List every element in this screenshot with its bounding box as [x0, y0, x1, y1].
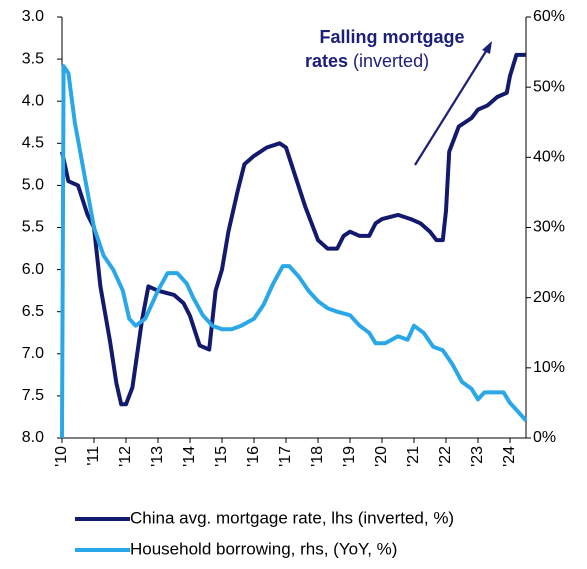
x-tick-label: '15	[213, 446, 230, 467]
annotation-line1: Falling mortgage	[319, 27, 464, 47]
annotation-normal: (inverted)	[353, 51, 429, 71]
x-tick-label: '21	[405, 446, 422, 467]
y-tick-label: 6.0	[22, 261, 44, 278]
x-tick-label: '11	[85, 446, 102, 466]
y2-tick-label: 30%	[533, 219, 565, 236]
x-tick-label: '19	[341, 446, 358, 467]
x-tick-label: '18	[309, 446, 326, 467]
x-tick-label: '20	[373, 446, 390, 467]
arrow-head	[482, 41, 492, 54]
annotation-line2: rates (inverted)	[305, 51, 429, 71]
y2-tick-label: 0%	[533, 429, 556, 446]
x-tick-label: '22	[437, 446, 454, 467]
y-tick-label: 4.0	[22, 92, 44, 109]
x-tick-label: '17	[277, 446, 294, 467]
y2-tick-label: 20%	[533, 289, 565, 306]
y-tick-label: 3.5	[22, 50, 44, 67]
y2-tick-label: 10%	[533, 359, 565, 376]
y-tick-label: 7.5	[22, 387, 44, 404]
y2-tick-label: 60%	[533, 8, 565, 25]
x-tick-label: '10	[53, 446, 70, 467]
y2-tick-label: 50%	[533, 78, 565, 95]
y-tick-label: 5.0	[22, 177, 44, 194]
y-tick-label: 8.0	[22, 429, 44, 446]
legend-label: China avg. mortgage rate, lhs (inverted,…	[130, 508, 454, 527]
y-tick-label: 6.5	[22, 303, 44, 320]
annotation-bold: rates	[305, 51, 348, 71]
annotation-arrow	[414, 47, 489, 166]
y-tick-label: 4.5	[22, 135, 44, 152]
series-line	[60, 64, 528, 439]
series-line	[60, 52, 526, 407]
y2-tick-label: 40%	[533, 149, 565, 166]
y-tick-label: 5.5	[22, 219, 44, 236]
x-tick-label: '23	[469, 446, 486, 467]
x-tick-label: '14	[181, 446, 198, 467]
x-tick-label: '13	[149, 446, 166, 467]
y-tick-label: 7.0	[22, 345, 44, 362]
x-tick-label: '24	[501, 446, 518, 467]
x-tick-label: '12	[117, 446, 134, 467]
y-tick-label: 3.0	[22, 8, 44, 25]
legend-label: Household borrowing, rhs, (YoY, %)	[130, 539, 397, 558]
x-tick-label: '16	[245, 446, 262, 467]
